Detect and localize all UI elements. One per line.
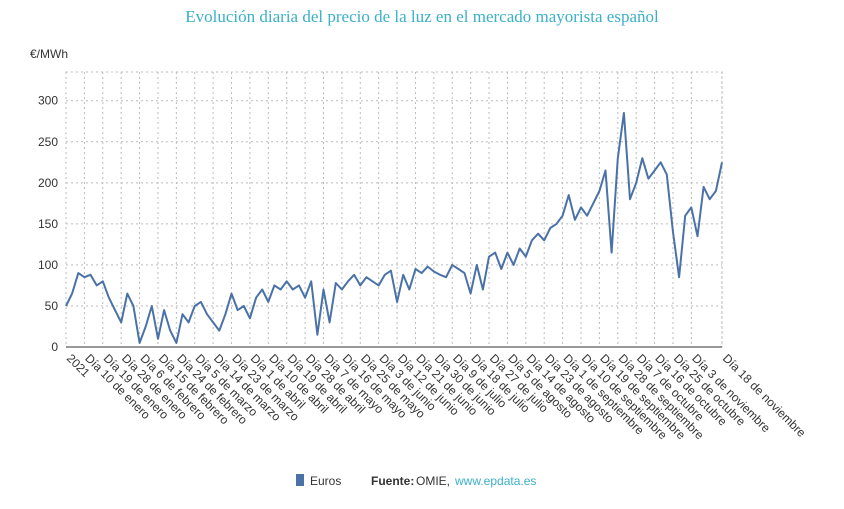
legend-label: Euros xyxy=(310,474,341,488)
source-link[interactable]: www.epdata.es xyxy=(454,474,536,488)
y-tick-label: 150 xyxy=(38,217,58,231)
source-text: OMIE, xyxy=(416,474,450,488)
y-tick-label: 300 xyxy=(38,94,58,108)
y-tick-label: 50 xyxy=(45,299,59,313)
y-axis-label: €/MWh xyxy=(30,47,68,61)
legend: Euros Fuente: OMIE, www.epdata.es xyxy=(296,474,536,488)
legend-swatch xyxy=(296,474,304,486)
y-tick-label: 0 xyxy=(51,340,58,354)
y-tick-label: 100 xyxy=(38,258,58,272)
source-label: Fuente: xyxy=(371,474,414,488)
y-tick-label: 250 xyxy=(38,135,58,149)
chart-title: Evolución diaria del precio de la luz en… xyxy=(185,7,659,26)
data-line xyxy=(65,112,723,344)
y-tick-label: 200 xyxy=(38,176,58,190)
